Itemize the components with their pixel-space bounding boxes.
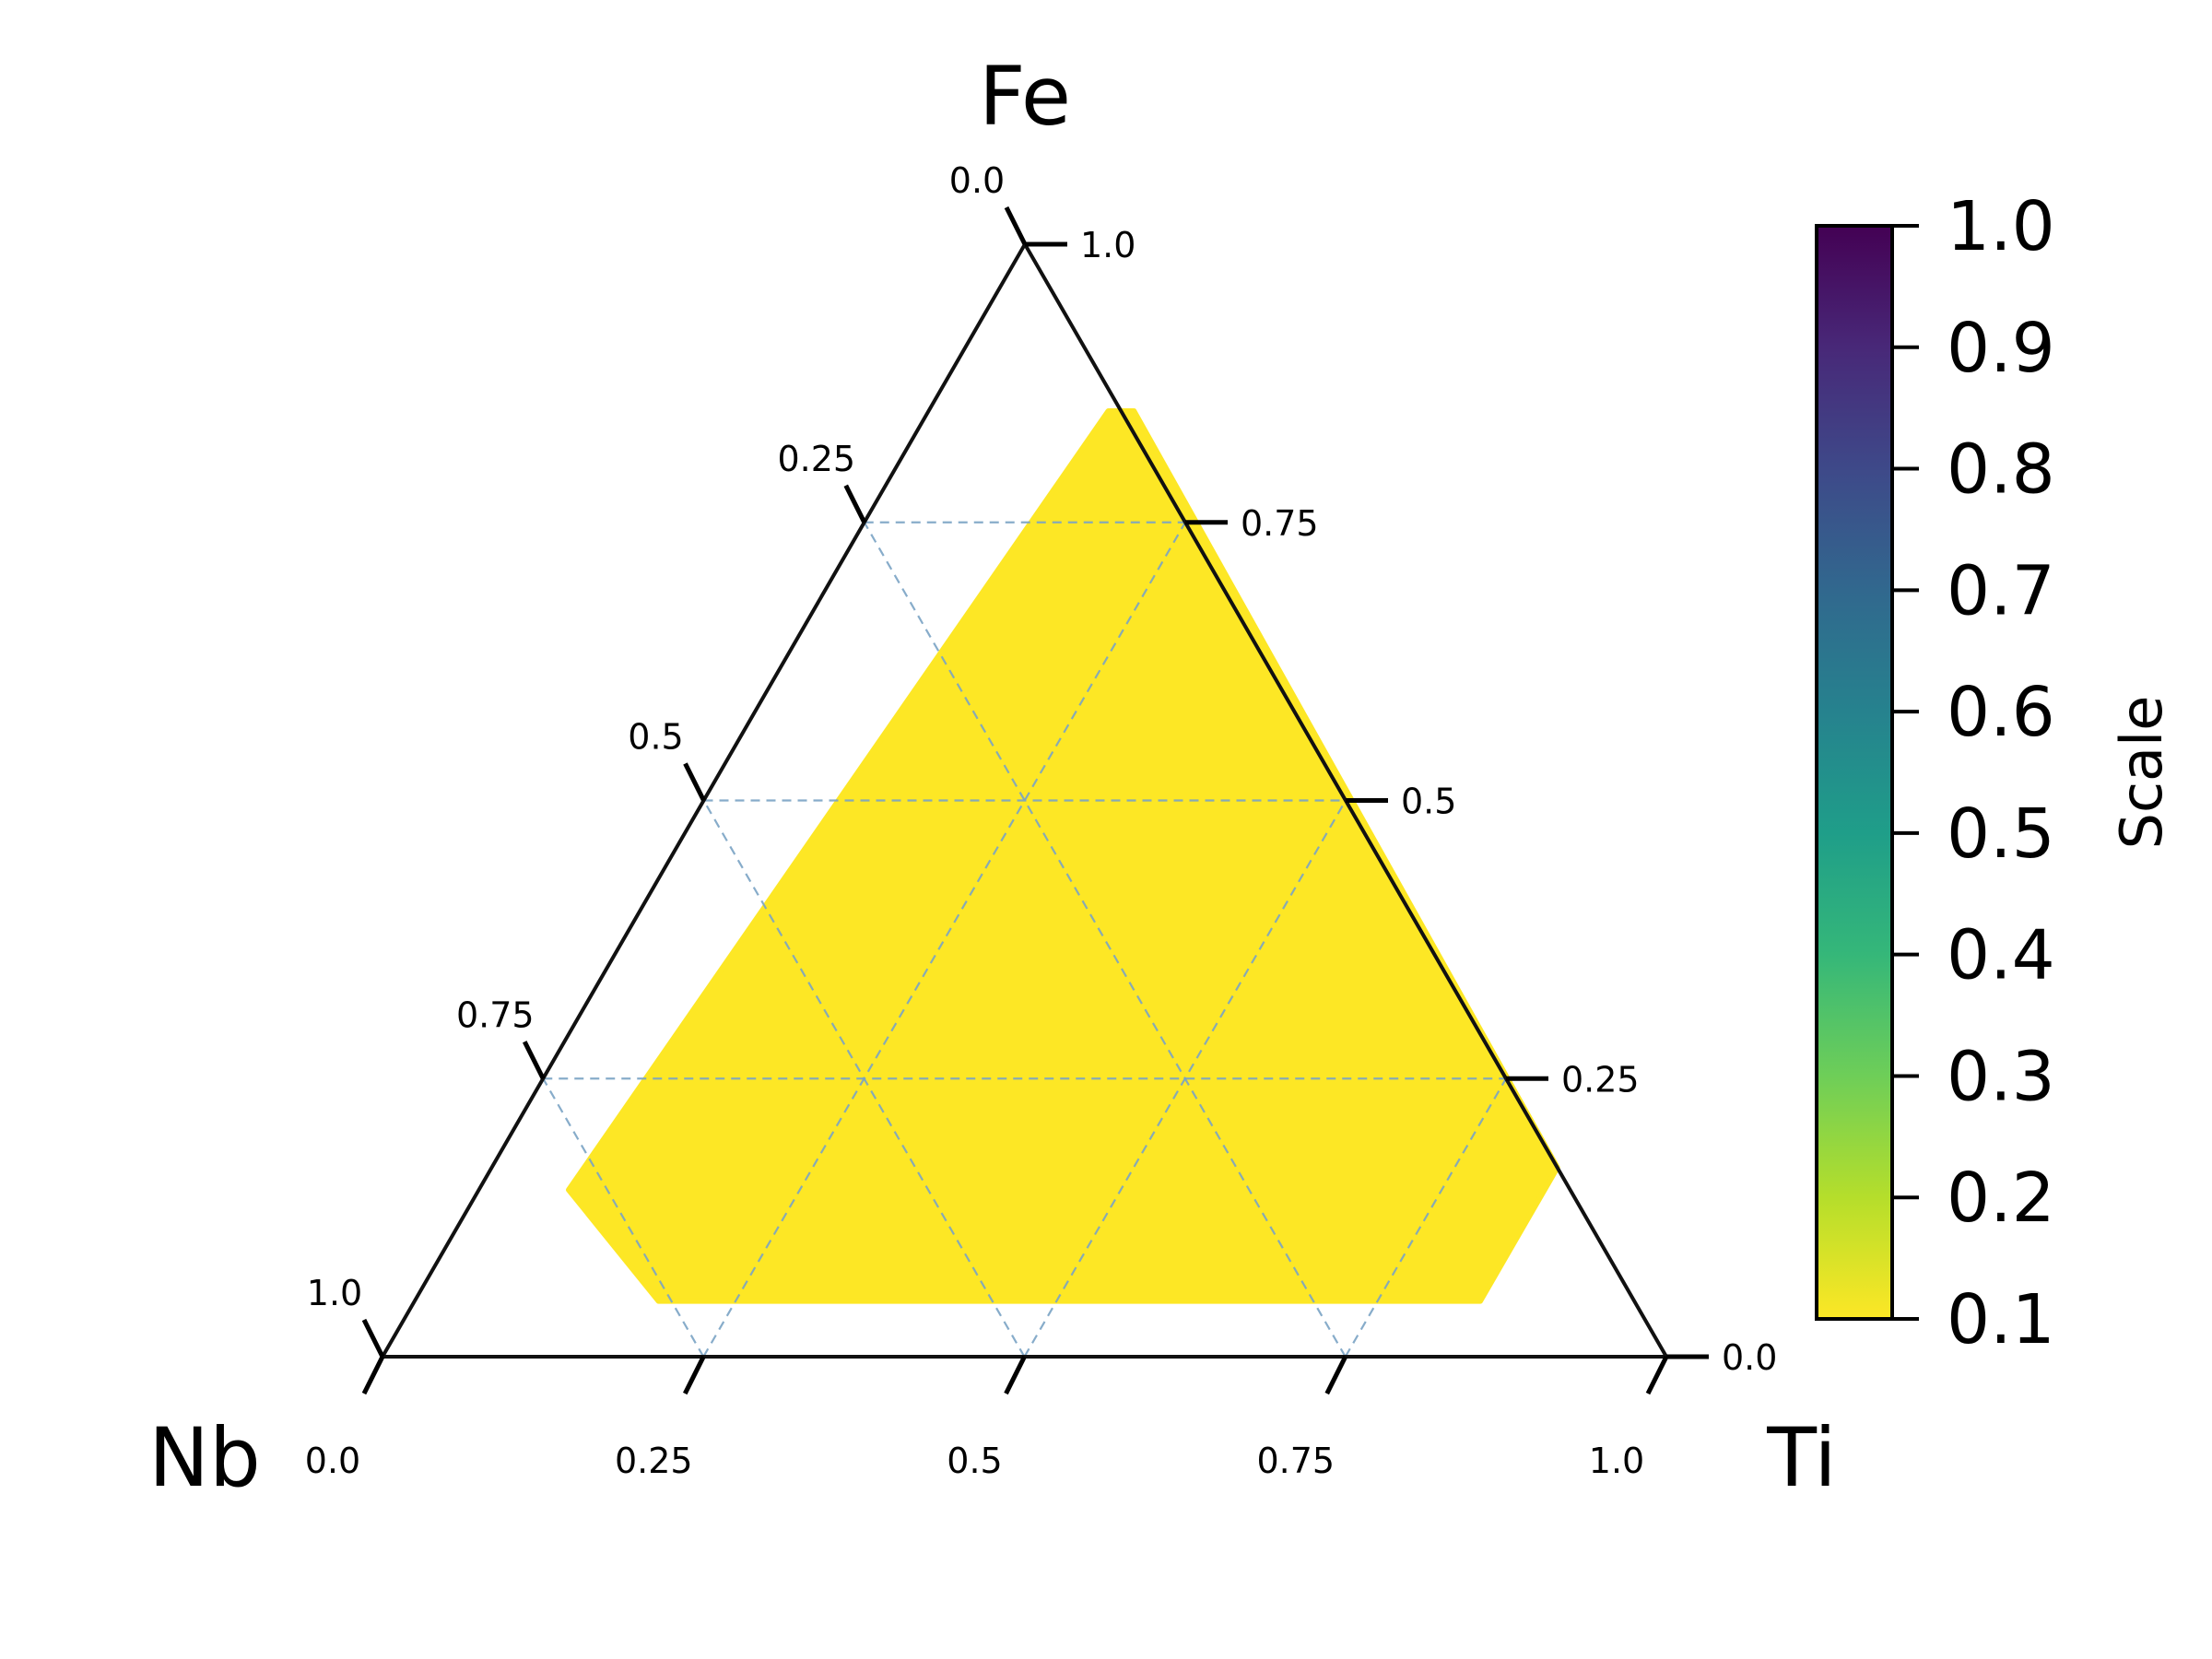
colorbar-title: Scale (2108, 696, 2175, 850)
colorbar-gradient (1815, 224, 1894, 1321)
tick-bottom-3 (1324, 1355, 1347, 1395)
vertex-label-left: Nb (148, 1410, 261, 1505)
colorbar-tick-label-8: 0.9 (1947, 309, 2055, 388)
grid-line-nb-2 (542, 1077, 705, 1358)
tick-label-left-4: 1.0 (307, 1273, 362, 1313)
grid-layer (542, 521, 1507, 1358)
tick-label-bottom-0: 0.0 (305, 1441, 360, 1481)
colorbar-tick-label-2: 0.3 (1947, 1037, 2055, 1116)
tick-label-left-3: 0.75 (456, 994, 535, 1035)
vertex-label-right: Ti (1766, 1410, 1837, 1505)
tick-label-left-2: 0.5 (628, 717, 683, 758)
grid-line-nb-0 (863, 522, 1347, 1358)
colorbar-tick-label-6: 0.7 (1947, 551, 2055, 630)
tick-label-bottom-2: 0.5 (947, 1441, 1002, 1481)
grid-line-nb-1 (702, 799, 1026, 1358)
tick-left-3 (523, 1041, 546, 1080)
tick-bottom-4 (1645, 1355, 1669, 1395)
tick-label-right-4: 1.0 (1080, 225, 1135, 265)
tick-label-bottom-1: 0.25 (615, 1441, 693, 1481)
colorbar-tick-label-3: 0.4 (1947, 916, 2055, 995)
tick-bottom-1 (683, 1355, 706, 1395)
grid-line-ti-0 (702, 522, 1186, 1358)
tick-label-right-2: 0.5 (1401, 782, 1456, 822)
tick-label-right-3: 0.75 (1241, 503, 1319, 544)
colorbar-tick-label-7: 0.8 (1947, 430, 2055, 510)
tick-label-right-0: 0.0 (1722, 1337, 1777, 1378)
grid-line-ti-1 (1023, 799, 1347, 1358)
data-region (566, 408, 1560, 1304)
vertex-label-top: Fe (979, 49, 1071, 144)
tick-bottom-2 (1004, 1355, 1027, 1395)
tick-bottom-0 (361, 1355, 385, 1395)
tick-label-bottom-4: 1.0 (1589, 1441, 1644, 1481)
colorbar-tick-label-4: 0.5 (1947, 794, 2055, 874)
colorbar-tick-label-1: 0.2 (1947, 1159, 2055, 1238)
tick-label-right-1: 0.25 (1561, 1059, 1640, 1100)
colorbar-tick-label-9: 1.0 (1947, 187, 2055, 266)
tick-label-bottom-3: 0.75 (1256, 1441, 1335, 1481)
tick-layer: 0.0 0.25 0.5 0.75 1.0 0.0 0.25 0.5 0.75 1.0 0.0 0.2… (305, 160, 1778, 1481)
grid-line-ti-2 (1344, 1077, 1507, 1358)
tick-label-left-1: 0.25 (777, 439, 855, 479)
data-region-layer (566, 408, 1560, 1304)
colorbar-tick-label-5: 0.6 (1947, 673, 2055, 752)
tick-label-left-0: 0.0 (949, 160, 1005, 201)
colorbar-ticks: 0.1 0.2 0.3 0.4 0.5 0.6 0.7 0.8 0.9 1.0 (1892, 187, 2055, 1359)
tick-left-4 (361, 1318, 385, 1359)
tick-left-1 (843, 484, 866, 524)
colorbar: 0.1 0.2 0.3 0.4 0.5 0.6 0.7 0.8 0.9 1.0 Scale (1815, 187, 2175, 1359)
tick-left-2 (683, 762, 706, 802)
colorbar-tick-label-0: 0.1 (1947, 1280, 2055, 1359)
tick-left-0 (1004, 206, 1028, 246)
